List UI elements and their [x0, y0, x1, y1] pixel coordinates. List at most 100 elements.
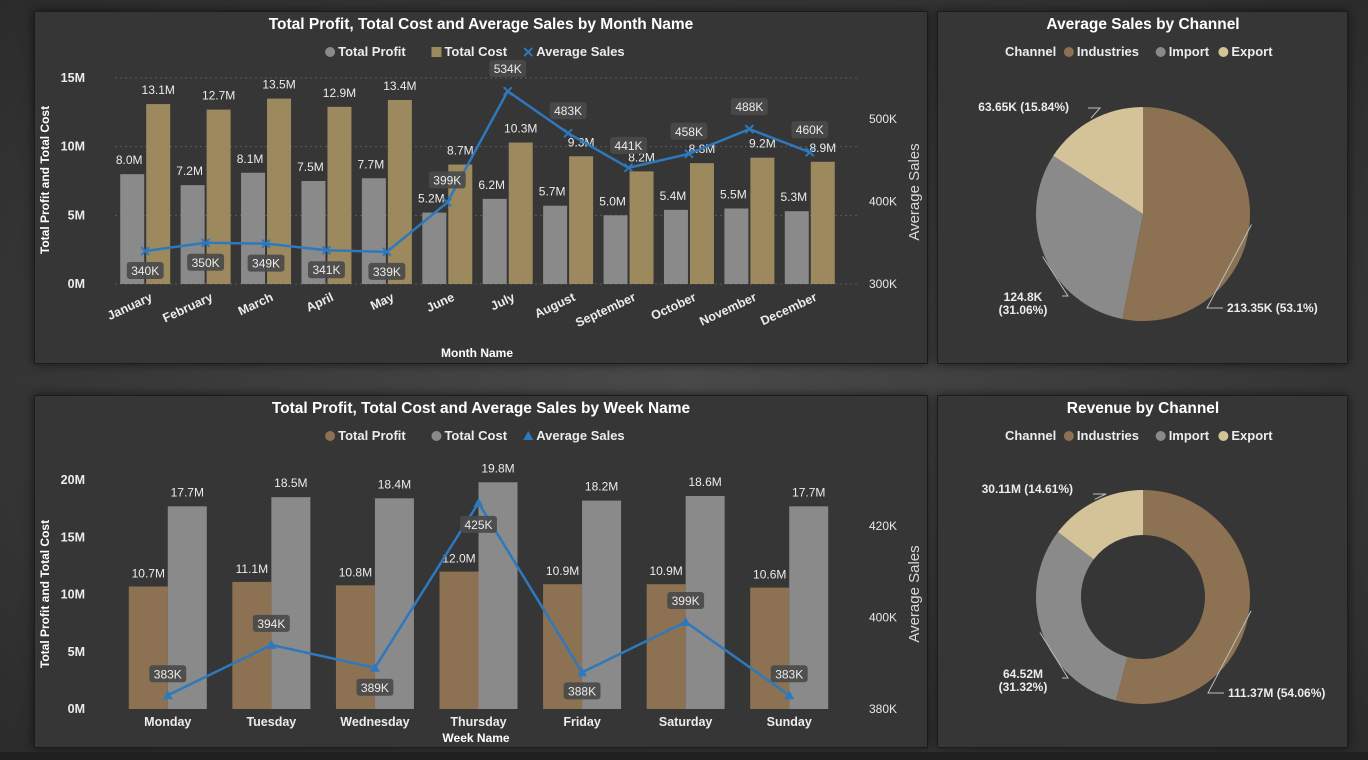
slice-label-industries: 213.35K (53.1%) — [1227, 301, 1318, 315]
bar-total-profit — [439, 571, 479, 709]
slice-industries — [1122, 107, 1250, 322]
average-sales-point — [680, 616, 691, 626]
data-label-average-sales: 383K — [154, 667, 182, 681]
x-tick-label: Thursday — [450, 715, 506, 729]
data-label-cost: 18.2M — [585, 480, 618, 494]
average-sales-point — [200, 238, 211, 248]
average-sales-point — [563, 128, 573, 138]
bar-total-cost — [508, 142, 533, 284]
leader-line-import — [1039, 632, 1069, 679]
bar-total-cost — [271, 497, 311, 709]
bar-total-cost — [629, 171, 654, 284]
data-label-average-sales-bg — [791, 121, 829, 139]
x-tick-label: May — [368, 290, 396, 313]
week-chart-legend[interactable]: Total Profit Total Cost Average Sales — [325, 428, 625, 443]
x-tick-label: November — [697, 290, 758, 329]
data-label-average-sales-bg — [356, 678, 394, 696]
legend-marker-average-sales — [523, 47, 533, 57]
data-label-profit: 10.8M — [339, 565, 372, 579]
slice-label-import: 124.8K — [1004, 290, 1043, 304]
y2-tick-label: 400K — [869, 610, 897, 624]
data-label-cost: 13.4M — [383, 79, 416, 93]
data-label-average-sales: 399K — [672, 594, 700, 608]
legend-marker-total-profit — [325, 431, 336, 441]
y-tick-label: 10M — [61, 140, 85, 154]
week-chart-title: Total Profit, Total Cost and Average Sal… — [272, 400, 691, 417]
data-label-average-sales-bg — [610, 136, 647, 154]
data-label-profit: 5.4M — [660, 189, 687, 203]
donut-chart-legend[interactable]: Channel Industries Import Export — [1005, 428, 1273, 443]
x-tick-label: December — [758, 290, 819, 328]
legend-label-export: Export — [1231, 428, 1273, 443]
data-label-profit: 12.0M — [442, 552, 475, 566]
donut-chart-title: Revenue by Channel — [1067, 400, 1219, 417]
data-label-cost: 8.9M — [809, 141, 836, 155]
leader-line-industries — [1207, 610, 1252, 694]
data-label-profit: 10.6M — [753, 568, 786, 582]
data-label-profit: 6.2M — [478, 178, 505, 192]
data-label-cost: 18.4M — [378, 477, 411, 491]
avg-sales-channel-panel[interactable]: Average Sales by Channel Channel Industri… — [937, 11, 1348, 364]
week-chart-panel[interactable]: Total Profit, Total Cost and Average Sal… — [34, 395, 928, 748]
average-sales-point — [382, 247, 392, 257]
data-label-profit: 7.2M — [176, 164, 203, 178]
bar-total-cost — [810, 161, 835, 284]
average-sales-point — [684, 149, 694, 159]
average-sales-point — [805, 147, 815, 157]
data-label-profit: 8.1M — [237, 152, 264, 166]
average-sales-point — [140, 246, 150, 256]
y-tick-label: 15M — [61, 71, 85, 85]
average-sales-point — [321, 245, 332, 255]
slice-import — [1036, 532, 1128, 701]
legend-marker-import — [1155, 431, 1166, 441]
x-tick-label: February — [160, 290, 214, 325]
month-chart-panel[interactable]: Total Profit, Total Cost and Average Sal… — [34, 11, 928, 364]
legend-title: Channel — [1005, 428, 1056, 443]
data-label-average-sales: 341K — [312, 263, 340, 277]
revenue-channel-panel[interactable]: Revenue by Channel Channel Industries Impo… — [937, 395, 1348, 748]
x-tick-label: July — [488, 290, 517, 313]
x-tick-label: October — [649, 290, 698, 323]
month-y2-axis-title: Average Sales — [906, 143, 923, 240]
data-label-cost: 8.2M — [628, 150, 655, 164]
month-chart-title: Total Profit, Total Cost and Average Sal… — [269, 16, 694, 33]
data-label-cost: 13.1M — [142, 83, 175, 97]
page-tabs-strip — [0, 752, 1368, 760]
bar-total-profit — [422, 212, 447, 284]
average-sales-point — [473, 497, 484, 507]
data-label-cost: 17.7M — [792, 485, 825, 499]
x-tick-label: April — [304, 290, 336, 315]
x-tick-label: September — [573, 290, 638, 330]
x-tick-label: Monday — [144, 715, 191, 729]
data-label-profit: 11.1M — [236, 562, 268, 576]
average-sales-point — [744, 124, 755, 134]
legend-label-total-cost: Total Cost — [444, 428, 507, 443]
data-label-average-sales-bg — [670, 122, 708, 140]
legend-label-total-profit: Total Profit — [338, 428, 406, 443]
slice-label-import: (31.06%) — [999, 303, 1048, 317]
legend-marker-average-sales — [523, 431, 534, 440]
leader-line-export — [1093, 493, 1107, 500]
data-label-profit: 8.0M — [116, 153, 143, 167]
slice-industries — [1115, 490, 1250, 704]
y-tick-label: 10M — [61, 588, 85, 602]
leader-line-industries — [1206, 224, 1252, 309]
data-label-cost: 9.2M — [749, 137, 776, 151]
data-label-cost: 19.8M — [481, 461, 514, 475]
data-label-average-sales-bg — [667, 591, 705, 609]
bar-total-profit — [784, 211, 809, 284]
month-chart-legend[interactable]: Total Profit Total Cost Average Sales — [325, 44, 625, 59]
data-label-cost: 10.3M — [504, 122, 537, 136]
data-label-average-sales-bg — [428, 171, 466, 189]
data-label-average-sales: 340K — [131, 264, 159, 278]
pie-chart-legend[interactable]: Channel Industries Import Export — [1005, 44, 1273, 59]
pie-plot-area: 213.35K (53.1%) 124.8K(31.06%) 63.65K (15.… — [978, 100, 1318, 322]
y-tick-label: 5M — [68, 645, 85, 659]
week-y2-axis-title: Average Sales — [906, 545, 923, 642]
bar-total-profit — [750, 587, 790, 709]
x-tick-label: Wednesday — [340, 715, 409, 729]
legend-label-average-sales: Average Sales — [536, 44, 624, 59]
x-tick-label: Sunday — [767, 715, 812, 729]
bar-total-profit — [482, 198, 507, 284]
avg-sales-pie-chart: Average Sales by Channel Channel Industri… — [978, 16, 1318, 322]
